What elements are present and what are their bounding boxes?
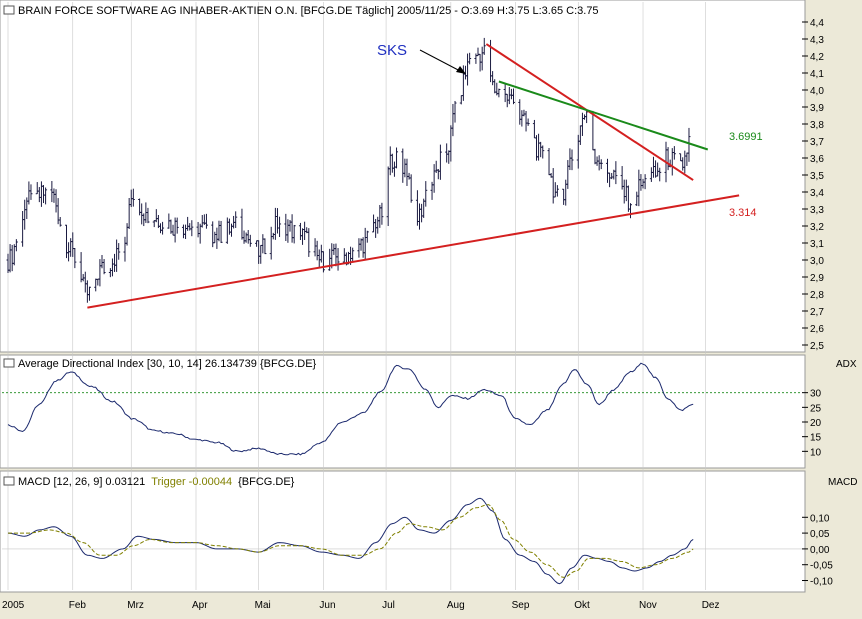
y-tick-label: 2,5 bbox=[810, 341, 824, 352]
y-tick-label: 15 bbox=[810, 433, 822, 444]
trendline-neckline bbox=[498, 80, 709, 151]
y-tick-label: 3,0 bbox=[810, 256, 824, 267]
adx-title: Average Directional Index [30, 10, 14] 2… bbox=[3, 358, 857, 370]
x-tick-label: Sep bbox=[512, 600, 530, 611]
x-tick-label: Jun bbox=[319, 600, 335, 611]
y-tick-label: 3,5 bbox=[810, 171, 824, 182]
macd-panel bbox=[0, 470, 806, 593]
sks-arrow bbox=[419, 49, 466, 74]
price-title: BRAIN FORCE SOFTWARE AG INHABER-AKTIEN O… bbox=[3, 5, 599, 17]
price-title-text: BRAIN FORCE SOFTWARE AG INHABER-AKTIEN O… bbox=[18, 5, 599, 17]
x-tick-label: Dez bbox=[702, 600, 720, 611]
adx-panel bbox=[0, 354, 806, 469]
y-tick-label: 0,10 bbox=[810, 513, 830, 524]
y-tick-label: 0,05 bbox=[810, 529, 830, 540]
x-tick-label: Nov bbox=[639, 600, 657, 611]
y-tick-label: 25 bbox=[810, 403, 822, 414]
macd-title-trigger: Trigger -0.00044 bbox=[151, 476, 232, 488]
y-tick-label: 4,2 bbox=[810, 52, 824, 63]
x-tick-label: Apr bbox=[192, 600, 208, 611]
panel-icon bbox=[3, 358, 15, 368]
macd-title-symbol: {BFCG.DE} bbox=[238, 476, 295, 488]
adx-line bbox=[7, 362, 694, 456]
y-tick-label: 4,1 bbox=[810, 69, 824, 80]
y-tick-label: 3,7 bbox=[810, 137, 824, 148]
y-tick-label: 4,3 bbox=[810, 35, 824, 46]
macd-axis-label: MACD bbox=[828, 477, 857, 488]
y-tick-label: 2,7 bbox=[810, 307, 824, 318]
trendline-support bbox=[87, 194, 740, 309]
adx-title-text: Average Directional Index [30, 10, 14] 2… bbox=[18, 358, 317, 370]
y-tick-label: -0,05 bbox=[810, 561, 833, 572]
y-tick-label: 3,2 bbox=[810, 222, 824, 233]
y-tick-label: 10 bbox=[810, 447, 822, 458]
y-tick-label: 2,8 bbox=[810, 290, 824, 301]
chart-marks bbox=[2, 37, 802, 585]
x-tick-label: Okt bbox=[574, 600, 590, 611]
x-tick-label: Jul bbox=[382, 600, 395, 611]
x-tick-label: Feb bbox=[69, 600, 87, 611]
y-tick-label: 3,9 bbox=[810, 103, 824, 114]
y-tick-label: 3,4 bbox=[810, 188, 824, 199]
y-tick-label: 4,0 bbox=[810, 86, 824, 97]
y-tick-label: 3,8 bbox=[810, 120, 824, 131]
y-tick-label: 20 bbox=[810, 418, 822, 429]
x-tick-label: Mrz bbox=[127, 600, 144, 611]
x-tick-label: Mai bbox=[255, 600, 271, 611]
y-tick-label: 2,6 bbox=[810, 324, 824, 335]
y-tick-label: -0,10 bbox=[810, 577, 833, 588]
y-tick-label: 0,00 bbox=[810, 545, 830, 556]
y-tick-label: 4,4 bbox=[810, 18, 824, 29]
x-tick-label: Aug bbox=[447, 600, 465, 611]
support-value-label: 3.314 bbox=[729, 207, 757, 219]
adx-axis-label: ADX bbox=[836, 359, 857, 370]
y-tick-label: 3,1 bbox=[810, 239, 824, 250]
macd-title: MACD [12, 26, 9] 0.03121 Trigger -0.00044… bbox=[3, 476, 857, 488]
panel-icon bbox=[3, 476, 15, 486]
macd-title-text: MACD [12, 26, 9] 0.03121 Trigger -0.00044… bbox=[18, 476, 295, 488]
y-tick-label: 3,3 bbox=[810, 205, 824, 216]
x-tick-label: 2005 bbox=[2, 600, 25, 611]
macd-title-main: MACD [12, 26, 9] 0.03121 bbox=[18, 476, 145, 488]
y-tick-label: 3,6 bbox=[810, 154, 824, 165]
grid: 2005 Feb Mrz Apr Mai Jun Jul Aug Sep Okt Nov Dez 2,5… bbox=[2, 2, 833, 611]
macd-line bbox=[7, 497, 694, 585]
neckline-value-label: 3.6991 bbox=[729, 131, 763, 143]
sks-annotation: SKS bbox=[377, 42, 407, 59]
y-tick-label: 2,9 bbox=[810, 273, 824, 284]
y-tick-label: 30 bbox=[810, 389, 822, 400]
panel-icon bbox=[3, 5, 15, 15]
trigger-line bbox=[8, 504, 694, 578]
